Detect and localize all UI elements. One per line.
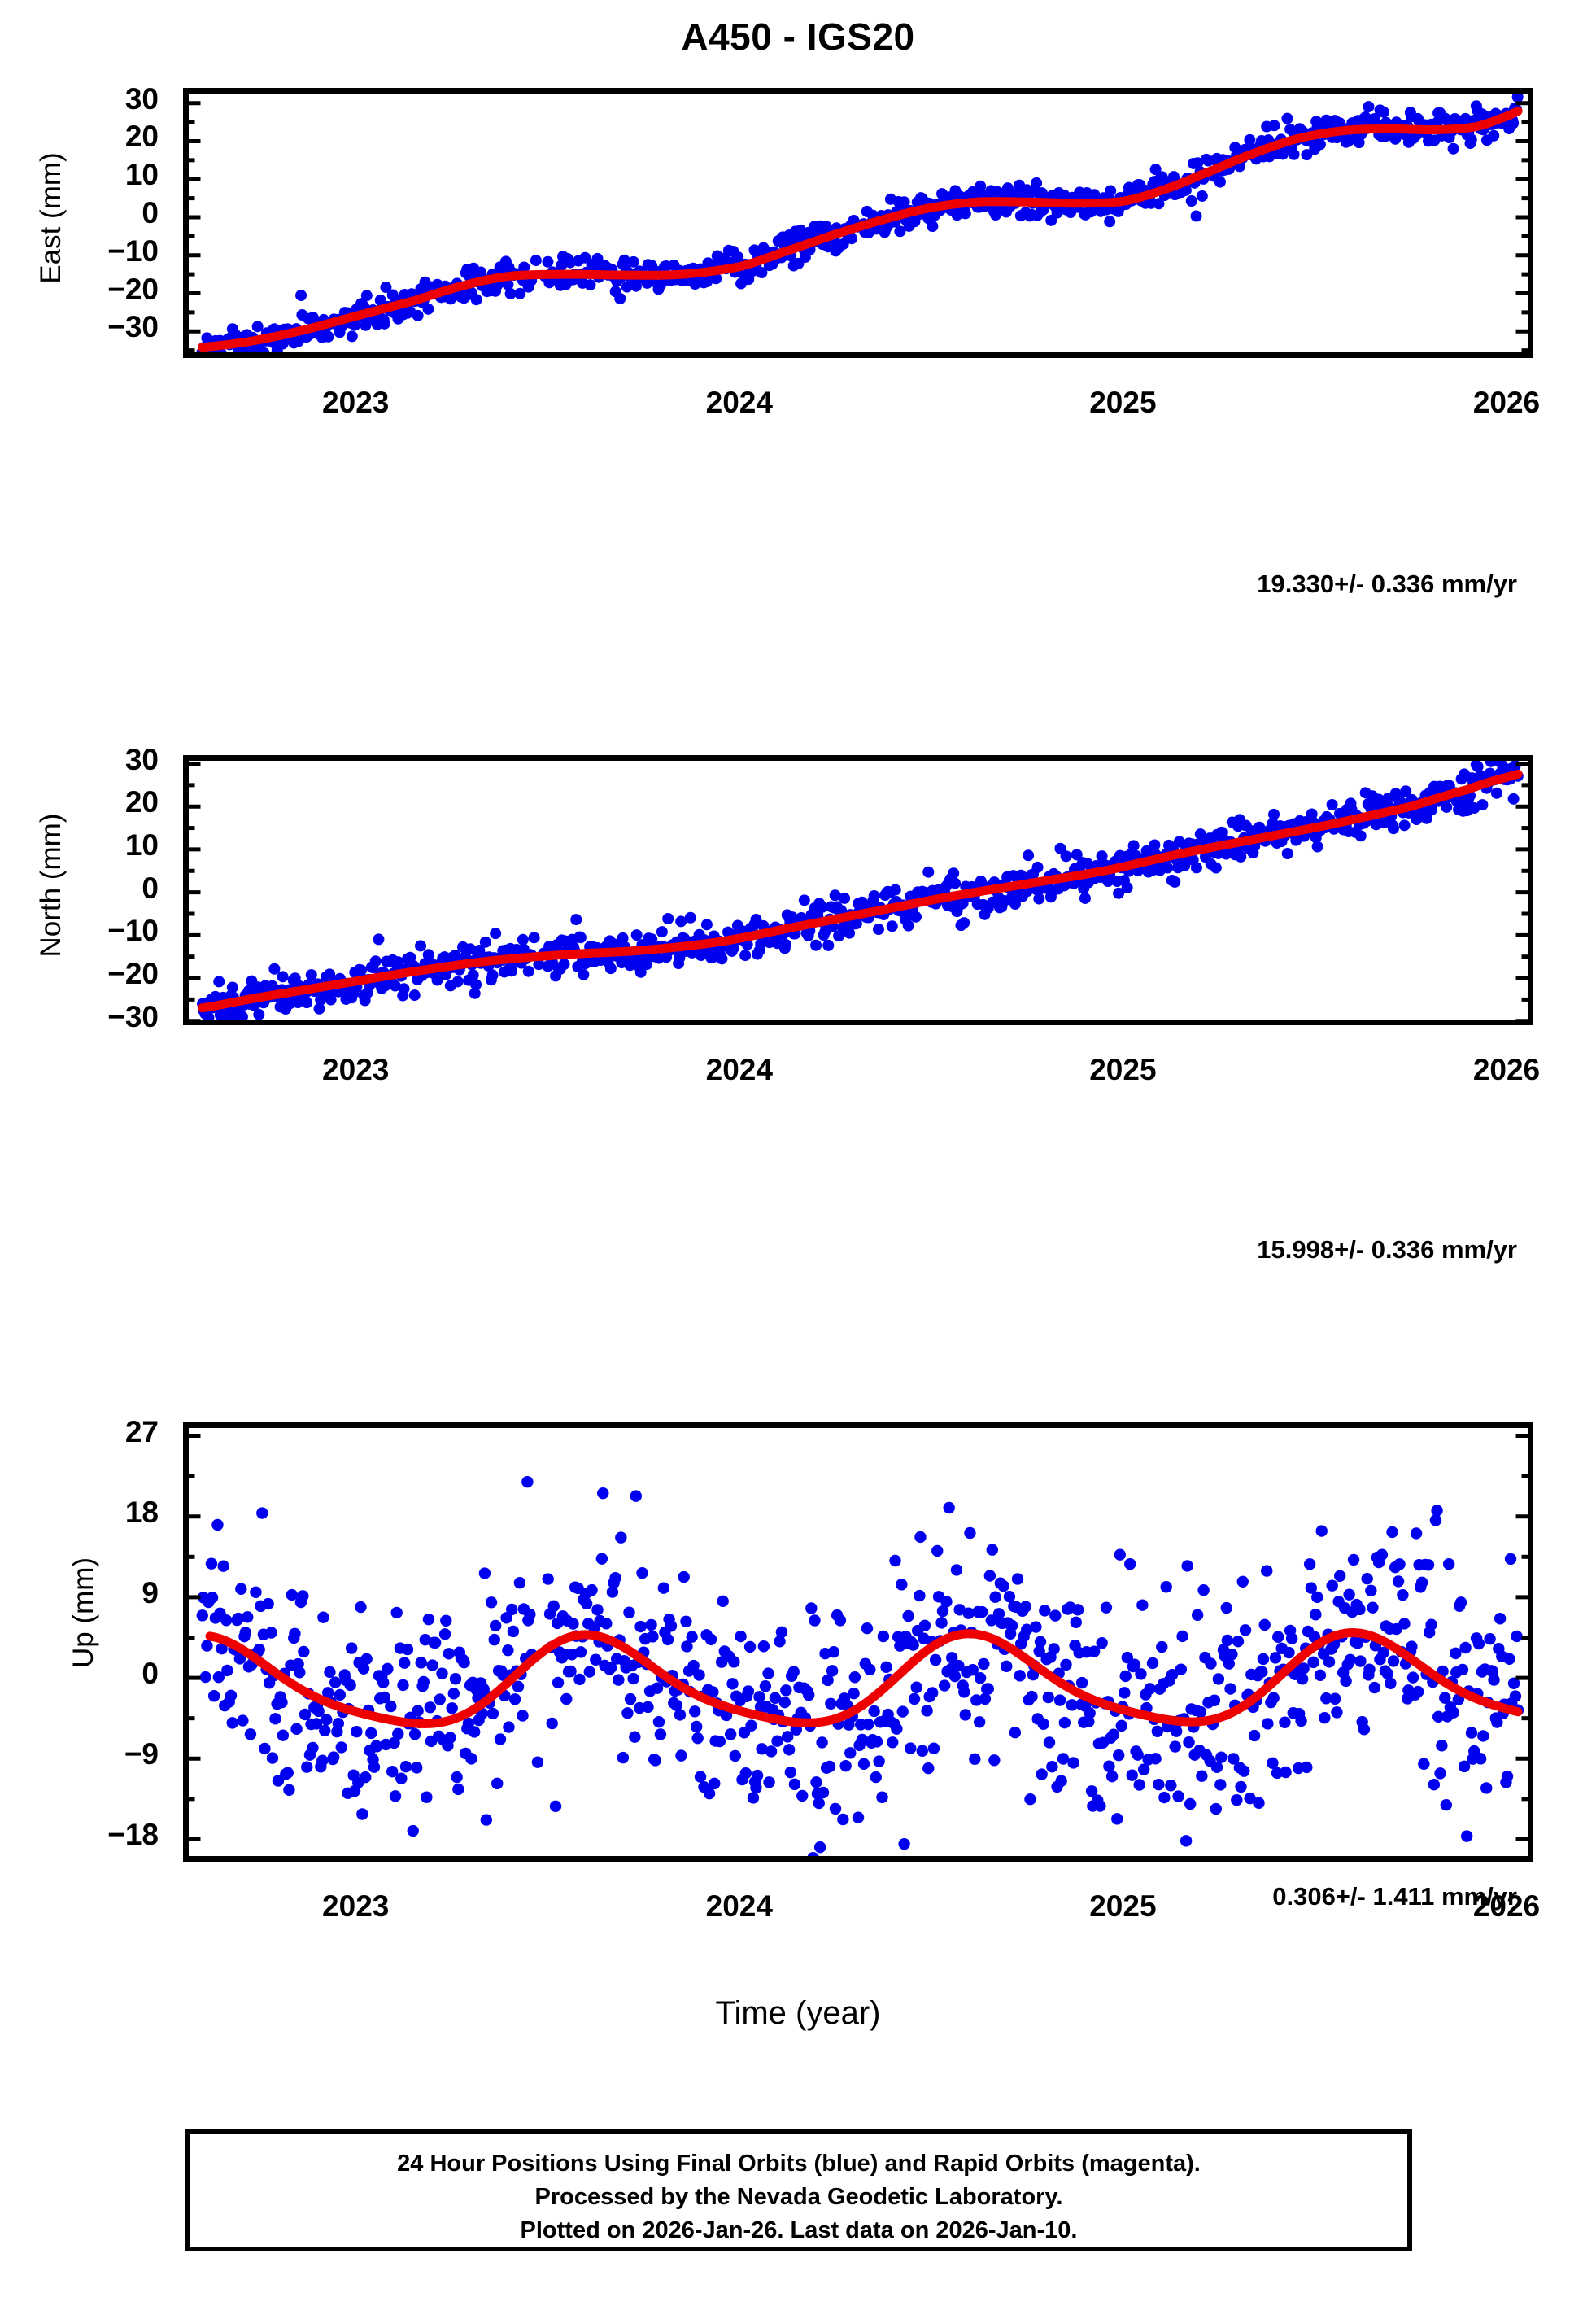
rate-annotation-up: 0.306+/- 1.411 mm/yr bbox=[1272, 1882, 1517, 1911]
xtick-label-up-2026: 2026 bbox=[1472, 1889, 1541, 1923]
ytick-label-north-neg30: −30 bbox=[107, 999, 159, 1033]
panel-up-plot bbox=[183, 1422, 1533, 1862]
xtick-label-north-2025: 2025 bbox=[1089, 1053, 1157, 1086]
xtick-label-east-2023: 2023 bbox=[322, 386, 390, 419]
panel-north-plot bbox=[183, 755, 1533, 1025]
ytick-label-up-27: 27 bbox=[124, 1414, 159, 1448]
ytick-label-up-18: 18 bbox=[124, 1495, 159, 1529]
ytick-label-north-neg20: −20 bbox=[107, 957, 159, 991]
axis-label-time: Time (year) bbox=[715, 1995, 881, 2031]
caption-box: 24 Hour Positions Using Final Orbits (bl… bbox=[185, 2129, 1412, 2251]
ytick-label-east-20: 20 bbox=[124, 120, 159, 154]
ytick-label-east-neg20: −20 bbox=[107, 272, 159, 306]
xtick-label-north-2026: 2026 bbox=[1472, 1053, 1541, 1086]
ytick-label-east-neg10: −10 bbox=[107, 234, 159, 268]
xtick-label-up-2023: 2023 bbox=[322, 1889, 390, 1923]
ytick-label-up-0: 0 bbox=[142, 1657, 159, 1691]
xtick-label-north-2023: 2023 bbox=[322, 1053, 390, 1086]
rate-annotation-east: 19.330+/- 0.336 mm/yr bbox=[1257, 570, 1517, 598]
caption-line-2: Processed by the Nevada Geodetic Laborat… bbox=[534, 2184, 1063, 2210]
caption-line-1: 24 Hour Positions Using Final Orbits (bl… bbox=[397, 2151, 1201, 2177]
xtick-label-east-2026: 2026 bbox=[1472, 386, 1541, 419]
xtick-label-north-2024: 2024 bbox=[705, 1053, 773, 1086]
page-title: A450 - IGS20 bbox=[681, 15, 915, 58]
ytick-label-up-neg18: −18 bbox=[107, 1818, 159, 1852]
ytick-label-north-30: 30 bbox=[124, 742, 159, 776]
xtick-label-east-2024: 2024 bbox=[705, 386, 773, 419]
ytick-label-north-20: 20 bbox=[124, 785, 159, 819]
xtick-label-up-2025: 2025 bbox=[1089, 1889, 1157, 1923]
ytick-label-up-neg9: −9 bbox=[124, 1737, 159, 1771]
panel-east-plot bbox=[183, 88, 1533, 358]
ytick-label-east-30: 30 bbox=[124, 81, 159, 116]
ytick-label-north-neg10: −10 bbox=[107, 914, 159, 948]
ytick-label-north-0: 0 bbox=[142, 871, 159, 905]
panel-east bbox=[183, 88, 1533, 358]
ytick-label-east-0: 0 bbox=[142, 195, 159, 229]
panel-north bbox=[183, 755, 1533, 1025]
xtick-label-east-2025: 2025 bbox=[1089, 386, 1157, 419]
panel-up bbox=[183, 1422, 1533, 1862]
rate-annotation-north: 15.998+/- 0.336 mm/yr bbox=[1257, 1235, 1517, 1264]
ytick-label-north-10: 10 bbox=[124, 828, 159, 862]
caption-line-3: Plotted on 2026-Jan-26. Last data on 202… bbox=[520, 2217, 1078, 2243]
ytick-label-east-10: 10 bbox=[124, 158, 159, 192]
ytick-label-up-9: 9 bbox=[142, 1575, 159, 1609]
ytick-label-east-neg30: −30 bbox=[107, 310, 159, 344]
xtick-label-up-2024: 2024 bbox=[705, 1889, 773, 1923]
